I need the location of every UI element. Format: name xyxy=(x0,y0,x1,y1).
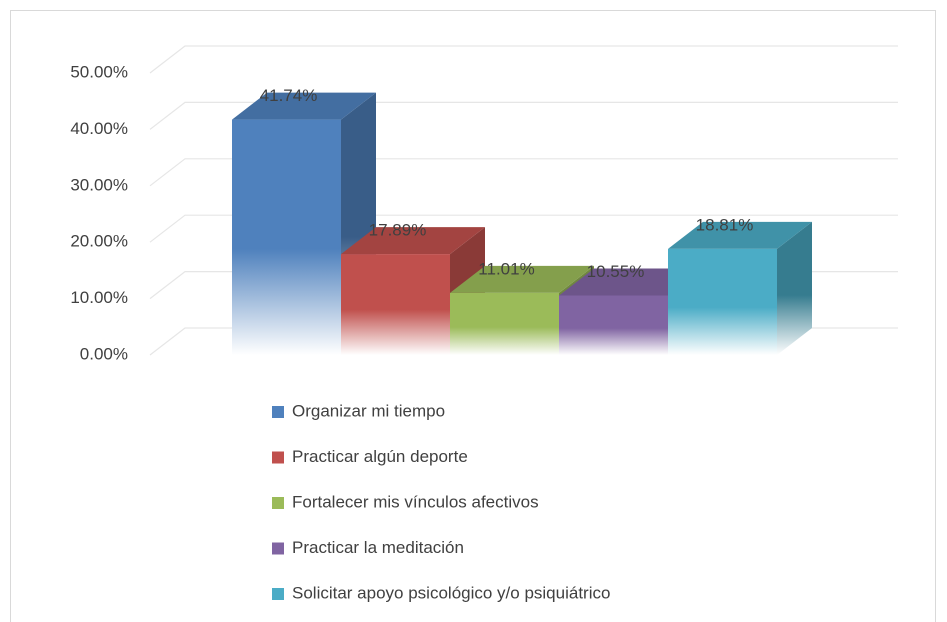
grid-line xyxy=(149,45,898,74)
bar xyxy=(668,248,777,355)
legend-label: Fortalecer mis vínculos afectivos xyxy=(292,492,539,511)
legend-label: Organizar mi tiempo xyxy=(292,401,445,420)
data-label: 17.89% xyxy=(369,221,427,240)
y-tick-label: 20.00% xyxy=(70,232,128,251)
legend-label: Practicar la meditación xyxy=(292,538,464,557)
bar-top xyxy=(341,227,485,255)
grid-line xyxy=(149,214,898,243)
data-label: 41.74% xyxy=(260,86,318,105)
grid-line xyxy=(149,158,898,187)
bar-top xyxy=(232,92,376,120)
data-label: 10.55% xyxy=(587,262,645,281)
legend-swatch xyxy=(272,542,284,555)
legend-swatch xyxy=(272,497,284,509)
grid-line xyxy=(149,101,898,130)
legend-swatch xyxy=(272,451,284,464)
legend-swatch xyxy=(272,588,284,600)
y-tick-label: 10.00% xyxy=(70,288,128,307)
legend-label: Practicar algún deporte xyxy=(292,447,468,466)
y-tick-label: 50.00% xyxy=(70,62,128,81)
bar xyxy=(450,292,559,355)
y-tick-label: 30.00% xyxy=(70,175,128,194)
bar xyxy=(341,254,450,355)
bar xyxy=(559,295,668,355)
legend-swatch xyxy=(272,406,284,418)
bar-top xyxy=(450,265,594,293)
legend-label: Solicitar apoyo psicológico y/o psiquiát… xyxy=(292,583,610,602)
data-label: 18.81% xyxy=(696,215,754,234)
bar-side xyxy=(777,221,812,355)
y-tick-label: 0.00% xyxy=(80,344,128,363)
bar xyxy=(232,119,341,356)
y-tick-label: 40.00% xyxy=(70,119,128,138)
bar-top xyxy=(668,221,812,249)
bar-top xyxy=(559,268,703,296)
data-label: 11.01% xyxy=(478,259,534,278)
